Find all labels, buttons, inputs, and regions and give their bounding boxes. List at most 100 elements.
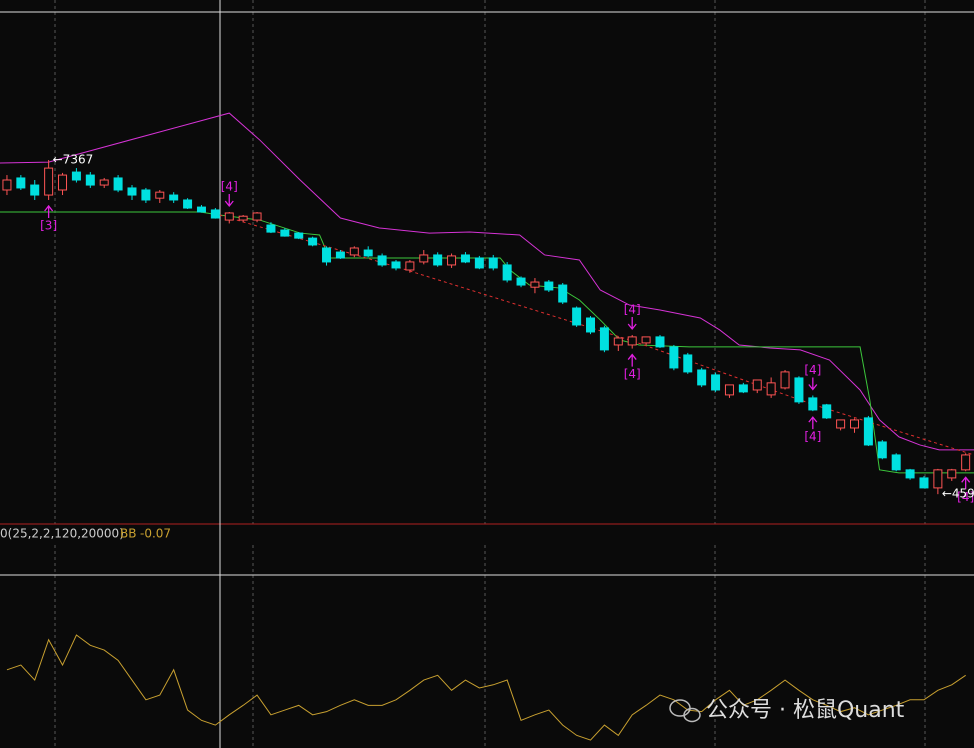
candle-body [655, 336, 665, 348]
candle-body [502, 264, 512, 281]
candle-body [210, 209, 220, 219]
candle-body [58, 174, 68, 191]
candle-body [558, 284, 568, 303]
candle-body [391, 261, 401, 269]
candle-body [252, 212, 262, 221]
candle-body [460, 254, 470, 263]
candle-body [724, 384, 734, 396]
candle-body [572, 307, 582, 326]
signal-arrow [44, 204, 54, 218]
signal-arrow [627, 316, 637, 331]
candle-body [669, 346, 679, 369]
candle-body [711, 374, 721, 391]
signal-arrow [224, 194, 234, 208]
candle-body [16, 177, 26, 189]
candle-body [850, 419, 860, 429]
candle-body [196, 206, 206, 213]
candle-body [447, 255, 457, 266]
candle-body [613, 337, 623, 346]
candle-body [238, 215, 248, 221]
candle-body [266, 224, 276, 233]
candle-body [947, 469, 957, 479]
candle-body [155, 191, 165, 199]
candle-body [85, 174, 95, 186]
readout-value: -0.07 [140, 527, 171, 541]
candle-body [530, 281, 540, 288]
readout-name: BB [120, 527, 136, 541]
signal-arrow [627, 353, 637, 367]
signal-label: [4] [624, 367, 641, 381]
indicator-title: 0(25,2,2,120,20000) [0, 527, 124, 541]
candle-body [877, 441, 887, 459]
candle-body [474, 257, 484, 269]
candle-body [113, 177, 123, 191]
candle-body [836, 419, 846, 429]
candle-body [905, 469, 915, 479]
signal-label: [4] [957, 490, 974, 504]
candle-body [919, 477, 929, 489]
signal-label: [4] [221, 180, 238, 194]
candle-body [766, 382, 776, 396]
candle-body [863, 417, 873, 446]
candle-body [891, 454, 901, 471]
candle-body [488, 257, 498, 269]
signal-label: [3] [40, 218, 57, 232]
price-panel: [3] [4] [4] [4] [4] [4] [4] ←7367 ←459 [0, 112, 974, 504]
candle-body [141, 189, 151, 201]
candle-body [308, 237, 318, 246]
candle-body [419, 254, 429, 263]
oscillator-panel [6, 634, 966, 741]
candle-body [30, 184, 40, 196]
extreme-label: ←7367 [53, 153, 94, 167]
candle-body [586, 317, 596, 333]
signal-label: [4] [804, 363, 821, 377]
candle-body [349, 247, 359, 256]
candle-body [322, 247, 332, 263]
candle-body [71, 171, 81, 181]
candle-body [99, 179, 109, 186]
candle-body [377, 255, 387, 266]
candle-body [752, 379, 762, 391]
signal-arrow [961, 476, 971, 490]
overlay-line [0, 211, 974, 474]
candle-body [294, 232, 304, 239]
signal-label: [4] [804, 430, 821, 444]
signal-arrow [808, 416, 818, 430]
candle-body [697, 369, 707, 386]
candle-body [933, 469, 943, 489]
candle-body [433, 254, 443, 266]
oscillator-line [6, 634, 966, 741]
overlay-line [219, 214, 974, 456]
candle-body [2, 179, 12, 191]
candle-body [961, 454, 971, 471]
watermark-icon [669, 699, 701, 723]
candle-body [544, 281, 554, 291]
candle-body [516, 277, 526, 286]
candle-body [738, 384, 748, 393]
signal-label: [4] [624, 302, 641, 316]
candle-body [641, 336, 651, 344]
overlay-line [0, 112, 974, 451]
signal-arrow [808, 377, 818, 391]
candle-body [183, 199, 193, 209]
candle-body [627, 336, 637, 346]
candle-body [808, 397, 818, 411]
grid [54, 0, 926, 748]
candle-body [127, 187, 137, 196]
candle-body [780, 371, 790, 389]
candle-body [599, 327, 609, 351]
candle-body [224, 212, 234, 221]
candle-body [794, 377, 804, 403]
candle-body [44, 167, 54, 196]
candle-body [363, 249, 373, 257]
candle-body [335, 251, 345, 259]
watermark: 公众号 · 松鼠Quant [706, 698, 905, 723]
candle-body [169, 194, 179, 201]
candle-body [822, 404, 832, 419]
extreme-label: ←459 [942, 487, 974, 501]
candle-body [405, 261, 415, 271]
candle-body [683, 354, 693, 373]
candle-body [280, 229, 290, 237]
